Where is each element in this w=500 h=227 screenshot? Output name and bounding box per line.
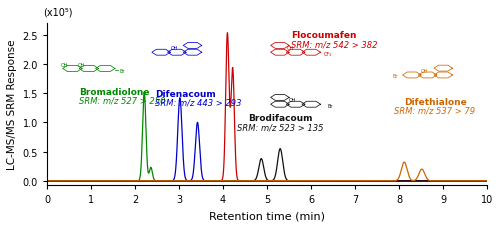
Text: OH: OH	[289, 98, 296, 103]
Text: SRM: m/z 443 > 293: SRM: m/z 443 > 293	[155, 98, 242, 107]
Text: (x10⁵): (x10⁵)	[42, 7, 72, 17]
Text: OH: OH	[78, 62, 85, 67]
Text: Br: Br	[120, 69, 126, 73]
Text: OH: OH	[421, 69, 428, 74]
Text: SRM: m/z 523 > 135: SRM: m/z 523 > 135	[237, 123, 324, 131]
Text: OH: OH	[170, 46, 178, 51]
Y-axis label: LC-MS/MS SRM Response: LC-MS/MS SRM Response	[7, 40, 17, 170]
Text: CF₃: CF₃	[324, 52, 332, 57]
Text: Br: Br	[392, 74, 398, 79]
Text: Bromadiolone: Bromadiolone	[78, 88, 149, 97]
Text: OH: OH	[287, 46, 294, 51]
Text: SRM: m/z 527 > 250: SRM: m/z 527 > 250	[78, 96, 165, 105]
Text: Brodifacoum: Brodifacoum	[248, 114, 312, 123]
Text: OH: OH	[61, 62, 68, 67]
Text: Difethialone: Difethialone	[404, 98, 466, 106]
Text: Difenacoum: Difenacoum	[155, 89, 216, 98]
Text: SRM: m/z 542 > 382: SRM: m/z 542 > 382	[291, 40, 378, 49]
Text: Flocoumafen: Flocoumafen	[291, 31, 356, 40]
X-axis label: Retention time (min): Retention time (min)	[209, 210, 325, 220]
Text: Br: Br	[327, 103, 332, 108]
Text: SRM: m/z 537 > 79: SRM: m/z 537 > 79	[394, 106, 475, 115]
